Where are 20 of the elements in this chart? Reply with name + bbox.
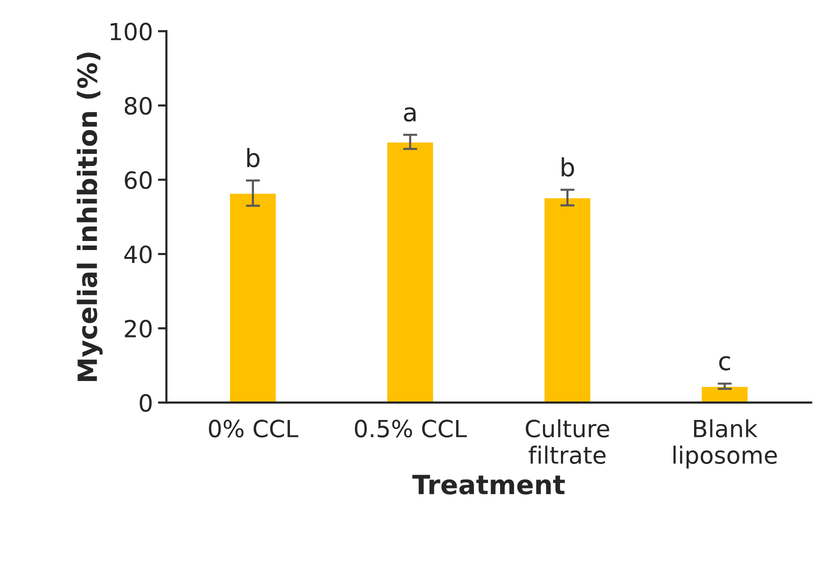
annotation: c (719, 356, 730, 370)
y-axis-title: Mycelial inhibition (%) (76, 52, 103, 381)
bar (700, 386, 749, 403)
x-tick-label: 0.5% CCL (354, 420, 467, 438)
x-axis-title: Treatment (412, 474, 565, 495)
annotation: a (404, 107, 416, 122)
y-tick-label: 100 (110, 22, 152, 40)
annotation: b (247, 148, 260, 168)
bar (228, 192, 278, 403)
y-tick-label: 20 (124, 320, 152, 338)
y-tick-label: 0 (140, 394, 152, 412)
x-tick-label: Blank liposome (674, 419, 777, 469)
x-tick-label: 0% CCL (208, 420, 298, 438)
y-tick-label: 80 (124, 96, 152, 115)
y-tick-label: 40 (124, 245, 152, 264)
bar (386, 141, 434, 403)
y-tick-label: 60 (124, 171, 152, 190)
x-tick-label: Culture filtrate (526, 419, 610, 464)
annotation: b (562, 157, 574, 177)
bar (543, 196, 592, 403)
